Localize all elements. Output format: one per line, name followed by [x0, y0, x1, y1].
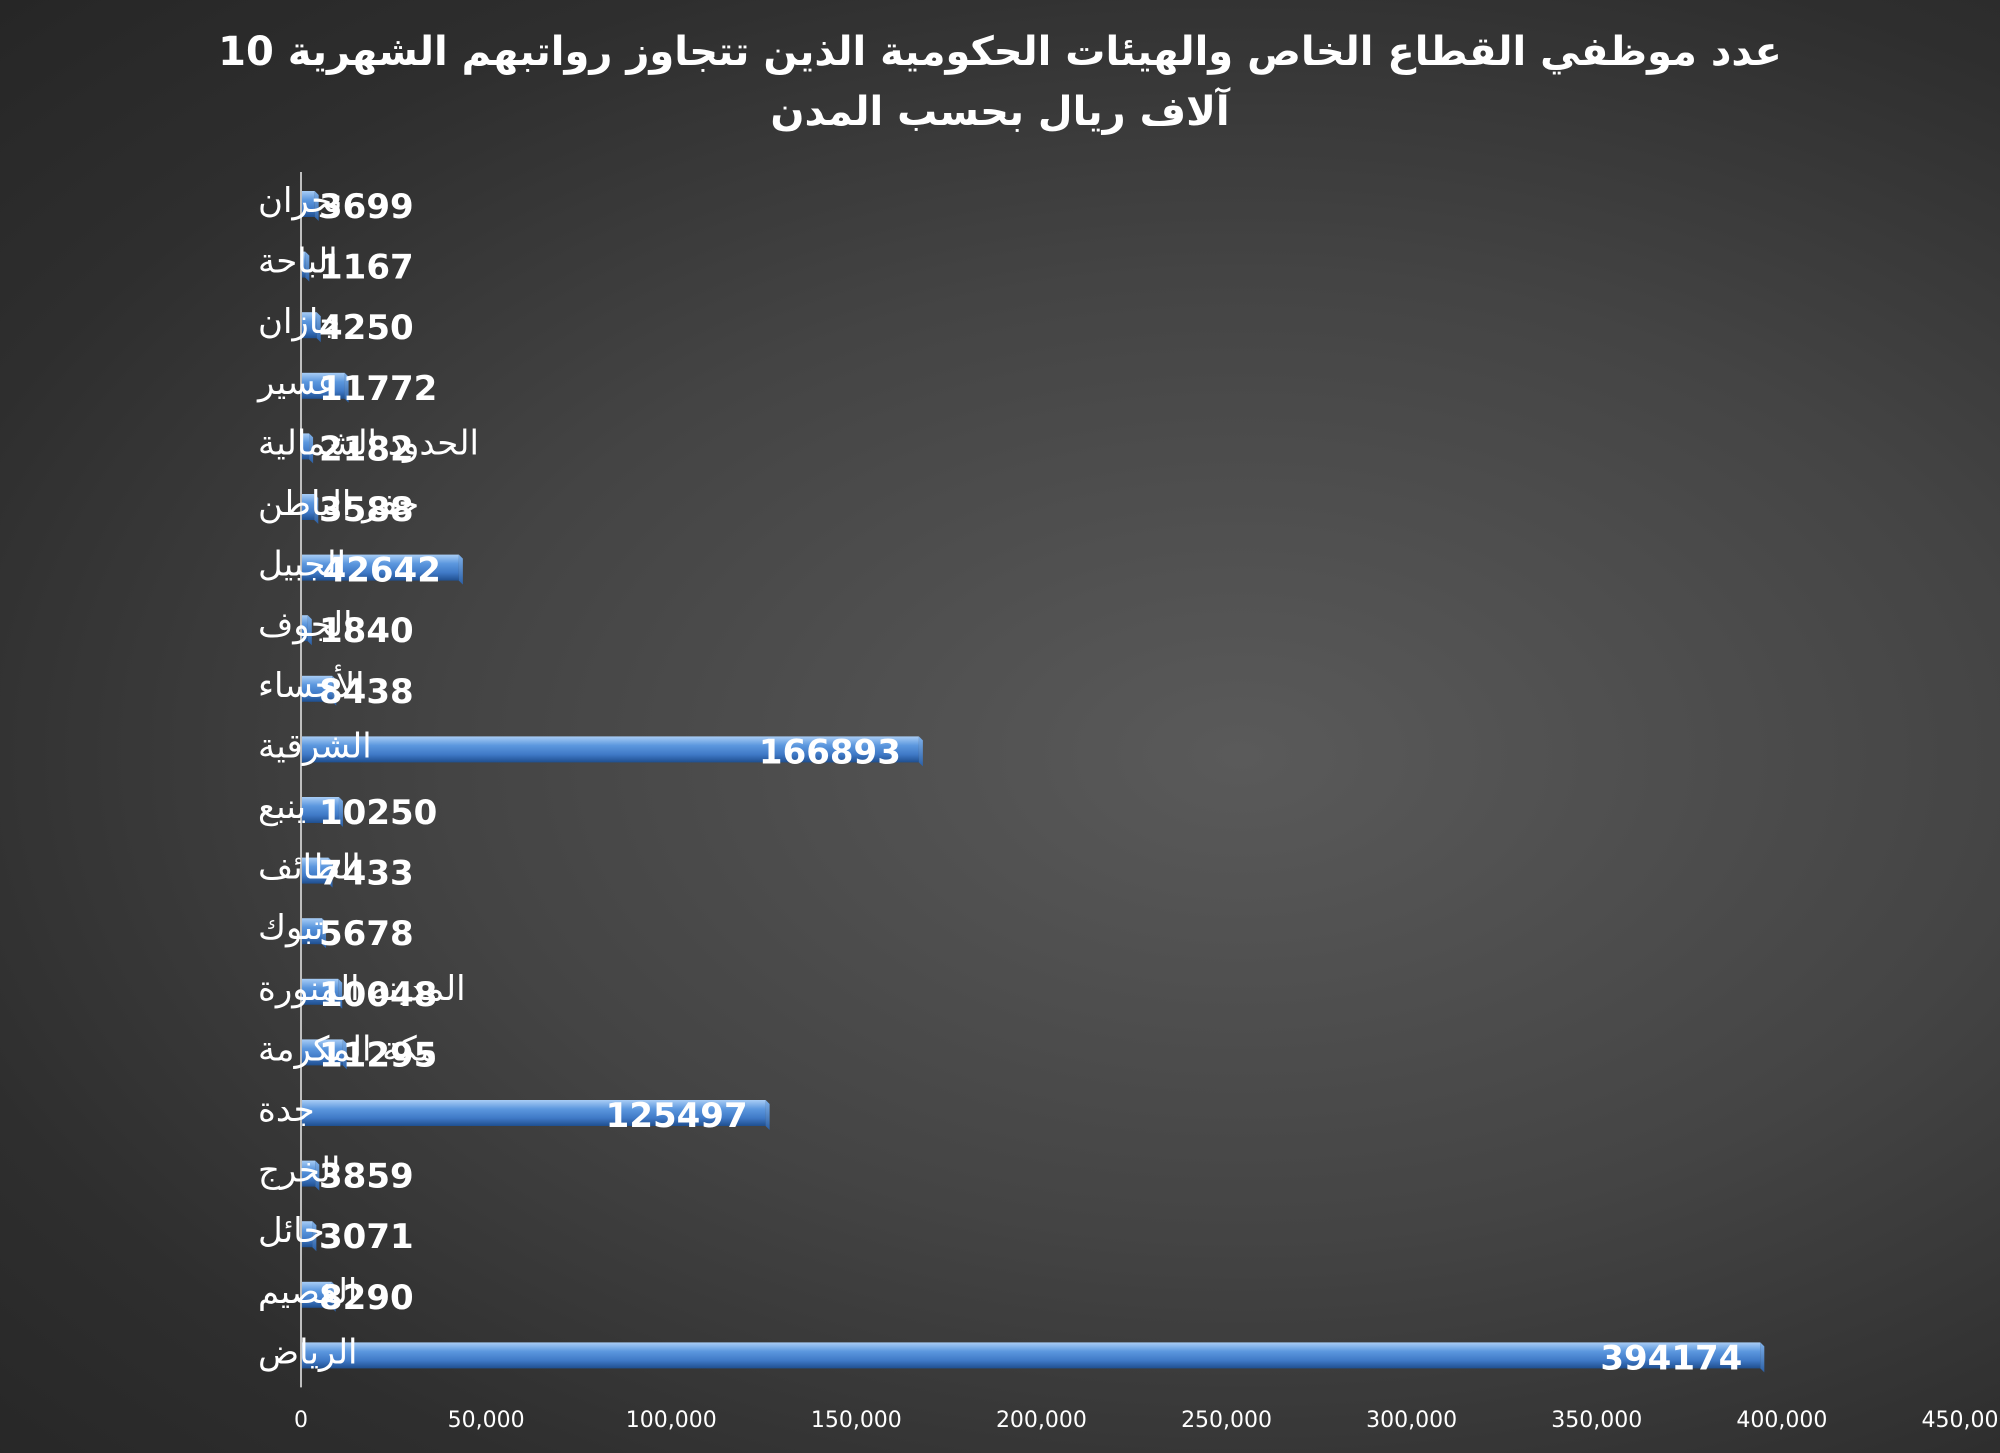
- bar-end-cap: [765, 1100, 770, 1130]
- x-tick-label: 300,000: [1366, 1408, 1457, 1433]
- bar: [301, 797, 339, 823]
- bar: [301, 978, 339, 1005]
- bar-end-cap: [338, 978, 343, 1009]
- x-tick-label: 50,000: [448, 1408, 525, 1433]
- data-label: 42642: [323, 551, 441, 591]
- bar: [301, 1281, 332, 1308]
- bar: [301, 918, 323, 945]
- bar: [301, 251, 306, 278]
- category-label: حائل: [258, 1211, 325, 1251]
- bar-end-cap: [332, 675, 337, 706]
- category-label: عسير: [256, 363, 338, 403]
- bar: [301, 1221, 313, 1248]
- category-label: الشرقية: [258, 726, 372, 766]
- bar-end-cap: [307, 615, 312, 646]
- bars-layer: [301, 191, 1765, 1373]
- bar: [301, 1342, 1761, 1369]
- category-label: الباحة: [258, 242, 338, 282]
- data-label: 10250: [319, 793, 437, 833]
- data-label: 1840: [319, 611, 414, 651]
- bar: [301, 494, 315, 520]
- bar: [301, 615, 308, 642]
- x-tick-label: 100,000: [626, 1408, 717, 1433]
- bar: [301, 1100, 766, 1126]
- data-label: 1167: [319, 248, 414, 288]
- category-label: مكة المكرمة: [258, 1029, 437, 1069]
- category-label: المدينة المنورة: [258, 969, 466, 1009]
- category-label: حفر الباطن: [258, 484, 419, 524]
- category-label: الجبيل: [258, 545, 346, 585]
- x-tick-label: 400,000: [1736, 1408, 1827, 1433]
- bar-end-cap: [309, 433, 314, 464]
- x-tick-label: 150,000: [811, 1408, 902, 1433]
- bar-end-cap: [1760, 1342, 1765, 1373]
- category-label: الأحساء: [258, 664, 365, 706]
- x-tick-label: 200,000: [996, 1408, 1087, 1433]
- x-tick-label: 0: [294, 1408, 308, 1433]
- bar-end-cap: [305, 251, 310, 282]
- category-label: الطائف: [258, 848, 361, 888]
- bar-end-cap: [331, 1281, 336, 1312]
- chart-title-line-1: عدد موظفي القطاع الخاص والهيئات الحكومية…: [218, 29, 1782, 75]
- data-label: 3859: [319, 1157, 414, 1197]
- bar-end-cap: [328, 857, 333, 888]
- bar: [301, 372, 345, 399]
- data-label: 11772: [319, 369, 437, 409]
- data-label: 125497: [606, 1096, 748, 1136]
- chart-title-line-2: آلاف ريال بحسب المدن: [770, 89, 1230, 135]
- bar: [301, 433, 310, 460]
- bar-end-cap: [918, 736, 923, 767]
- category-label: جدة: [258, 1090, 315, 1130]
- category-label: الجوف: [258, 605, 353, 645]
- data-label: 5678: [319, 914, 414, 954]
- bar: [301, 1160, 316, 1187]
- bar: [301, 857, 329, 884]
- bar: [301, 191, 315, 217]
- category-label: القصيم: [258, 1272, 357, 1312]
- category-label: نجران: [258, 181, 343, 221]
- x-tick-label: 450,000: [1922, 1408, 2000, 1433]
- bar: [301, 312, 317, 339]
- bar-end-cap: [316, 312, 321, 343]
- bar: [301, 1039, 343, 1066]
- category-label: ينبع: [258, 787, 306, 827]
- bar-end-cap: [314, 494, 319, 524]
- data-label: 4250: [319, 308, 414, 348]
- x-tick-label: 250,000: [1181, 1408, 1272, 1433]
- category-label: الخرج: [258, 1151, 340, 1191]
- bar-end-cap: [315, 1160, 320, 1191]
- category-label: تبوك: [258, 908, 323, 948]
- data-label: 7433: [319, 854, 414, 894]
- data-label: 11295: [319, 1035, 437, 1075]
- data-label: 3588: [319, 490, 414, 530]
- data-label: 394174: [1600, 1338, 1742, 1378]
- bar: [301, 736, 919, 763]
- data-label: 8290: [319, 1278, 414, 1318]
- bar-end-cap: [314, 191, 319, 221]
- data-label: 8438: [319, 672, 414, 712]
- x-axis-ticks: 0 50,000 100,000 150,000 200,000 250,000 300,0…: [294, 1408, 2000, 1433]
- data-label: 2182: [319, 429, 414, 469]
- bar: [301, 675, 333, 702]
- x-tick-label: 350,000: [1551, 1408, 1642, 1433]
- data-label: 3699: [319, 187, 414, 227]
- category-label: الحدود الشمالية: [258, 423, 479, 463]
- data-label: 10048: [319, 975, 437, 1015]
- bar-end-cap: [322, 918, 327, 949]
- data-label: 166893: [759, 732, 901, 772]
- category-label: الرياض: [258, 1332, 358, 1372]
- data-label: 3071: [319, 1217, 414, 1257]
- category-label: جازان: [258, 302, 340, 342]
- chart-title: عدد موظفي القطاع الخاص والهيئات الحكومية…: [0, 22, 2000, 142]
- bar-end-cap: [458, 554, 463, 585]
- bar-end-cap: [338, 797, 343, 827]
- bar-end-cap: [344, 372, 349, 403]
- bar-end-cap: [312, 1221, 317, 1252]
- bar-end-cap: [342, 1039, 347, 1070]
- bar: [301, 554, 459, 581]
